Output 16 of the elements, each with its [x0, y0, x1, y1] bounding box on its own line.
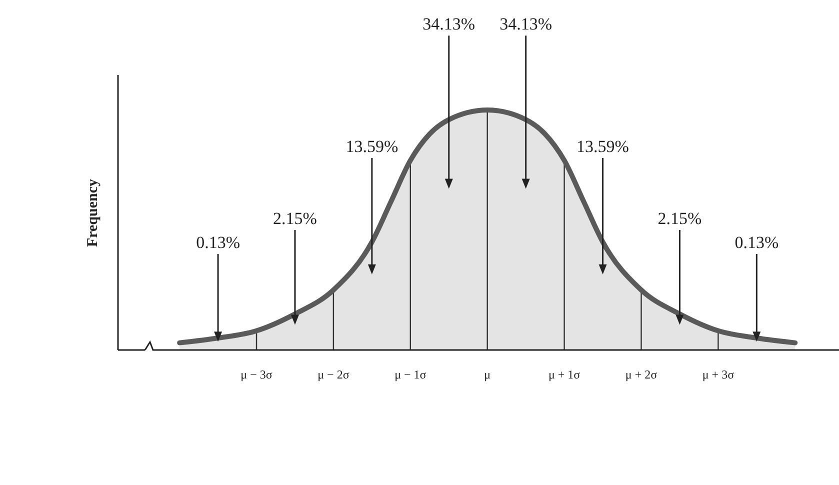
annotation: 2.15%	[273, 209, 317, 228]
annotation: 13.59%	[346, 137, 398, 156]
y-axis-title: Frequency	[85, 178, 101, 248]
annotation: 2.15%	[658, 209, 702, 228]
annotation: 0.13%	[196, 233, 240, 252]
x-tick-label: μ − 1σ	[394, 368, 427, 382]
x-tick-label: μ + 1σ	[548, 368, 581, 382]
x-tick-label: μ + 2σ	[625, 368, 658, 382]
annotation: 0.13%	[734, 233, 779, 252]
x-tick-label: μ − 2σ	[318, 368, 350, 382]
x-tick-label: μ − 3σ	[240, 368, 273, 382]
x-tick-label: μ + 3σ	[702, 368, 735, 382]
annotation: 13.59%	[576, 137, 629, 156]
x-tick-label: μ	[484, 368, 491, 382]
text: 34.13%	[500, 14, 552, 34]
text: 34.13%	[422, 14, 476, 34]
